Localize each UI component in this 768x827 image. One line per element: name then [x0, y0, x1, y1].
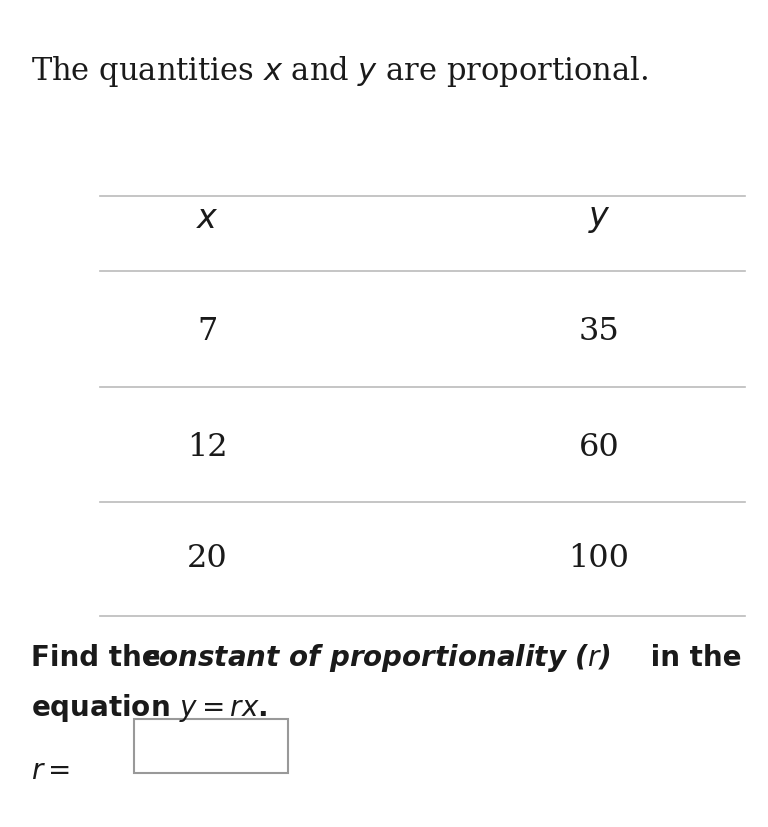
Text: 35: 35: [578, 315, 620, 347]
Text: $y$: $y$: [588, 203, 611, 235]
Text: constant of proportionality ($r$): constant of proportionality ($r$): [142, 642, 611, 673]
Text: 100: 100: [568, 543, 630, 574]
Text: $r =$: $r =$: [31, 758, 70, 784]
Text: 60: 60: [578, 431, 620, 462]
Text: in the: in the: [641, 643, 742, 672]
FancyBboxPatch shape: [134, 719, 288, 773]
Text: 20: 20: [187, 543, 228, 574]
Text: equation $y = rx$.: equation $y = rx$.: [31, 691, 267, 723]
Text: $x$: $x$: [196, 203, 219, 235]
Text: The quantities $x$ and $y$ are proportional.: The quantities $x$ and $y$ are proportio…: [31, 54, 647, 88]
Text: 7: 7: [197, 315, 217, 347]
Text: Find the: Find the: [31, 643, 170, 672]
Text: 12: 12: [187, 431, 227, 462]
